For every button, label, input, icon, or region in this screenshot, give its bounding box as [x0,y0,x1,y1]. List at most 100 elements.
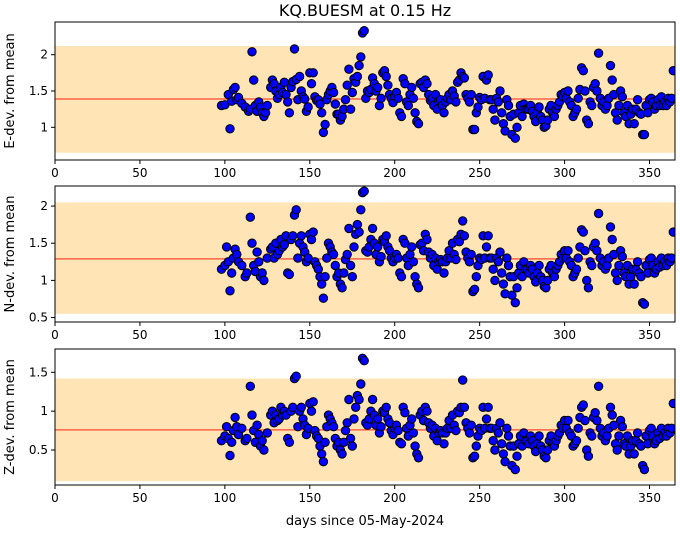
data-point [563,415,573,426]
data-point [466,89,476,100]
data-point [291,371,301,381]
data-point [259,445,269,455]
data-point [289,44,300,54]
data-point [344,223,354,234]
data-point [639,129,650,140]
data-point [458,375,468,385]
data-point [503,431,514,441]
data-point [590,408,600,418]
data-point [347,441,357,451]
data-point [349,242,359,252]
y-tick-label: 1 [40,120,48,134]
plot-area [55,353,675,482]
data-point [328,87,339,98]
data-point [580,246,590,256]
data-point [490,445,500,455]
data-point [296,402,306,412]
data-point [393,253,403,263]
data-point [534,102,544,112]
data-point [549,272,560,282]
axes-frame [54,185,676,323]
data-point [451,97,461,107]
data-point [458,216,468,226]
x-tick-label: 200 [383,491,406,505]
data-point [469,124,480,135]
data-point [230,82,240,93]
x-tick-label: 300 [553,166,576,180]
data-point [356,205,366,215]
data-point [587,100,597,111]
data-point [593,381,604,391]
x-tick-label: 350 [638,328,661,342]
data-point [328,249,339,260]
data-point [247,238,257,248]
data-point [242,268,252,278]
data-point [617,92,627,102]
data-point [578,66,588,76]
data-point [396,439,407,449]
y-tick-label: 2 [40,199,48,213]
data-point [345,260,356,271]
data-point [245,381,256,391]
data-point [403,100,413,111]
data-point [578,227,588,237]
x-tick-label: 150 [298,328,321,342]
data-point [303,102,313,112]
data-point [339,268,349,278]
data-point [632,257,643,267]
data-point [573,423,583,433]
y-tick-label: 0.5 [29,311,48,325]
data-point [510,133,520,143]
data-point [262,100,272,111]
data-point [284,269,295,280]
data-point [483,402,493,412]
data-point [283,97,293,107]
data-point [488,264,498,274]
data-point [639,299,650,309]
data-point [587,260,597,271]
data-point [471,272,481,282]
data-point [495,247,505,257]
data-point [439,108,449,118]
data-point [629,449,639,459]
data-point [221,242,232,252]
data-point [359,26,369,36]
data-point [571,436,582,446]
data-point [602,431,612,441]
x-axis-label: days since 05-May-2024 [286,514,444,529]
data-point [490,115,500,125]
x-tick-label: 0 [51,491,59,505]
y-tick-label: 1.5 [29,84,48,98]
y-tick-label: 1 [40,404,48,418]
data-point [439,268,449,278]
data-point [352,71,363,82]
x-tick-label: 100 [213,166,236,180]
data-point [666,253,675,263]
data-point [315,99,325,109]
data-point [503,260,514,271]
data-point [291,205,301,215]
data-point [330,260,340,271]
data-point [495,418,505,428]
data-point [666,423,675,433]
data-point [313,264,323,274]
data-point [328,422,339,432]
axes-frame [54,348,676,486]
x-tick-label: 350 [638,166,661,180]
data-point [247,410,257,420]
data-point [330,99,340,109]
figure-title: KQ.BUESM at 0.15 Hz [279,1,451,20]
x-tick-label: 250 [468,328,491,342]
x-tick-label: 100 [213,491,236,505]
data-point [407,242,417,252]
data-point [580,86,590,96]
data-point [571,104,582,114]
data-point [488,104,498,114]
data-point [541,453,551,463]
data-point [349,414,359,424]
data-point [639,464,650,475]
data-point [373,242,383,252]
data-point [583,451,594,461]
data-point [367,394,378,405]
